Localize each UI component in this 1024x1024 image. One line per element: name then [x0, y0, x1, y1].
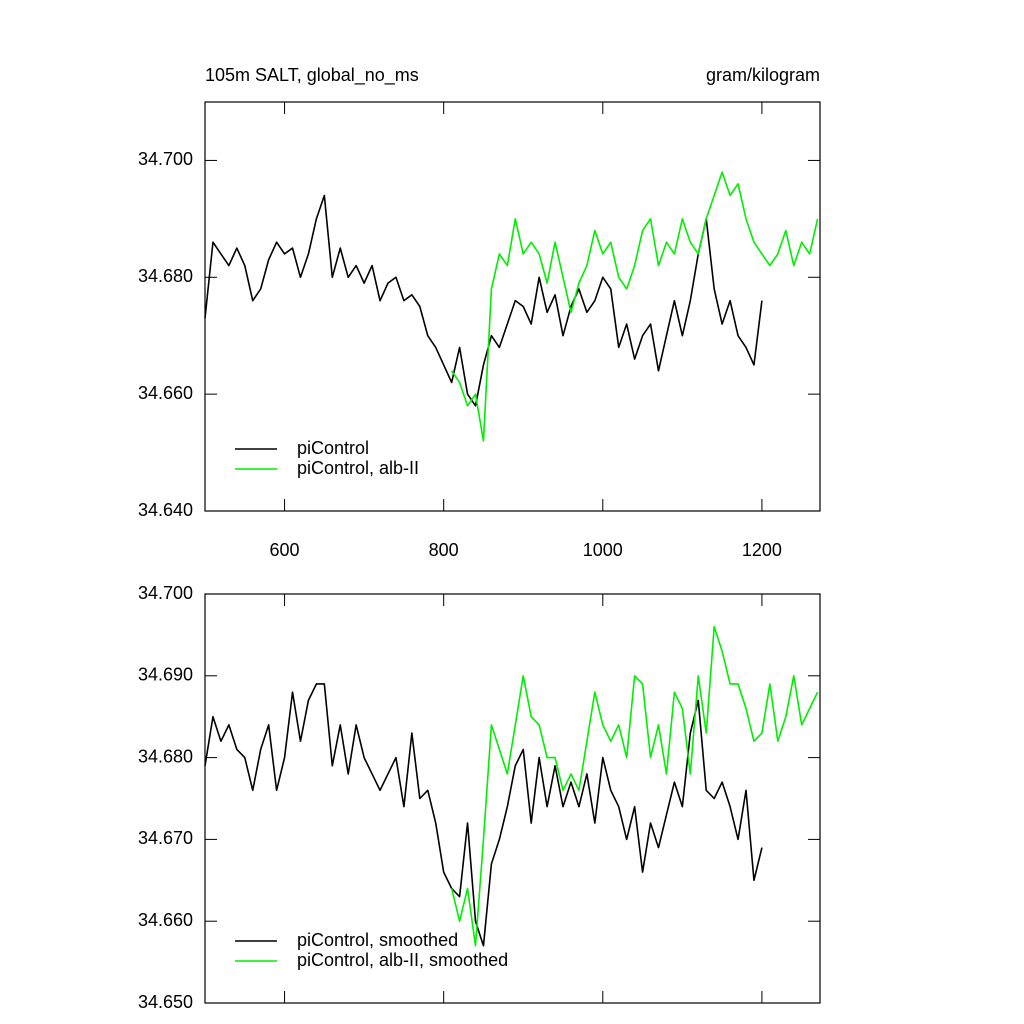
plot-frame	[204, 101, 821, 512]
y-tick-label: 34.670	[138, 828, 193, 848]
legend-label: piControl, alb-II, smoothed	[297, 950, 508, 970]
x-tick-label: 800	[429, 540, 459, 560]
y-tick-label: 34.660	[138, 383, 193, 403]
legend-label: piControl, smoothed	[297, 930, 458, 950]
y-tick-label: 34.700	[138, 583, 193, 603]
y-tick-label: 34.680	[138, 266, 193, 286]
x-tick-label: 1000	[583, 540, 623, 560]
y-tick-label: 34.650	[138, 992, 193, 1012]
y-tick-label: 34.680	[138, 746, 193, 766]
x-tick-label: 1200	[742, 540, 782, 560]
legend-label: piControl	[297, 438, 369, 458]
y-tick-label: 34.660	[138, 910, 193, 930]
series-line	[450, 171, 819, 442]
y-tick-label: 34.700	[138, 149, 193, 169]
legend-label: piControl, alb-II	[297, 458, 419, 478]
series-line	[204, 194, 763, 407]
x-tick-label: 600	[270, 540, 300, 560]
plot-frame	[204, 593, 821, 1004]
series-line	[450, 625, 819, 947]
y-tick-label: 34.640	[138, 500, 193, 520]
units-label: gram/kilogram	[706, 65, 820, 85]
y-tick-label: 34.690	[138, 665, 193, 685]
chart-title: 105m SALT, global_no_ms	[205, 65, 419, 86]
series-line	[204, 683, 763, 947]
